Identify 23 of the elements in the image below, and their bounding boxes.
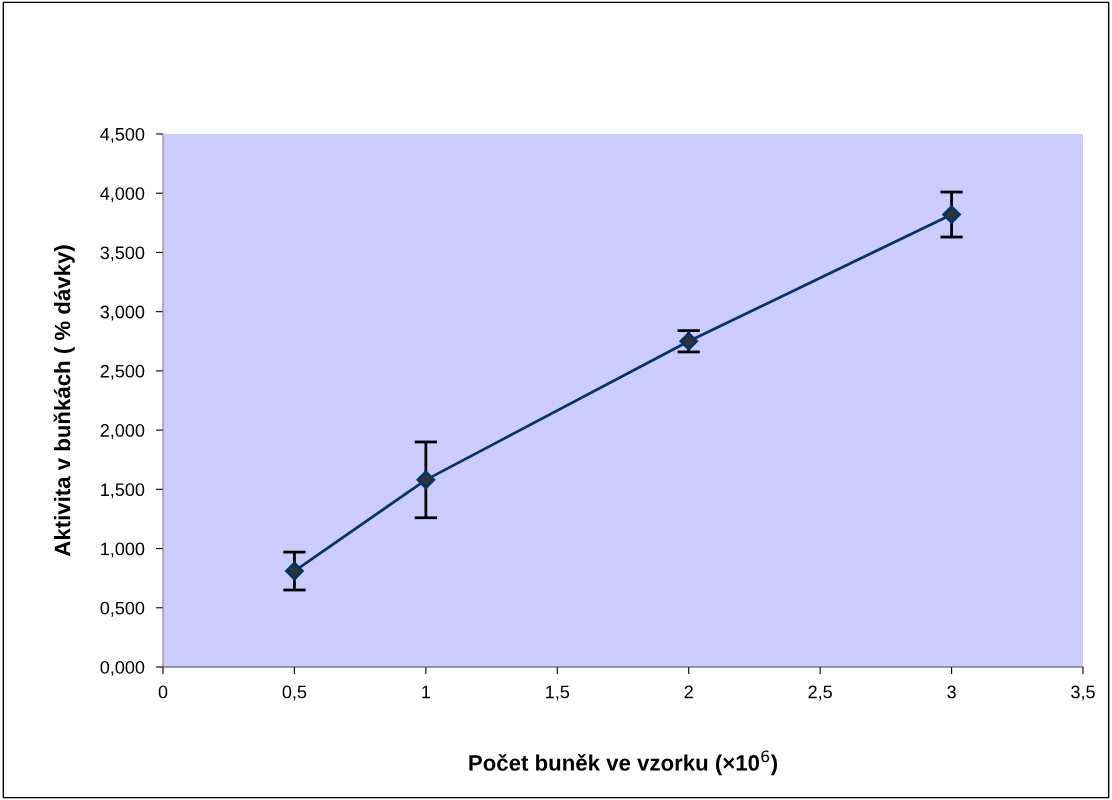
y-tick-label: 3,000: [100, 305, 145, 321]
y-tick-label: 2,500: [100, 364, 145, 380]
x-tick-label: 0,5: [282, 685, 307, 701]
x-tick-label: 1,5: [546, 685, 570, 701]
y-tick-label: 1,000: [101, 542, 145, 558]
point: [942, 205, 961, 224]
x-tick-label: 2: [684, 685, 693, 699]
x-tick-label: 3: [947, 685, 956, 699]
x-tick-label: 0: [158, 685, 168, 699]
y-tick-label: 4,000: [100, 187, 145, 203]
y-tick-label: 3,500: [100, 246, 145, 262]
y-tick-label: 0,000: [100, 660, 145, 676]
x-tick-label: 3,5: [1071, 685, 1095, 701]
point: [285, 561, 304, 581]
x-axis-title: Počet buněk ve vzorku (×10$^{6}$): [469, 750, 777, 776]
y-tick-label: 1,500: [101, 483, 145, 499]
y-tick-label: 0,500: [100, 601, 145, 617]
point: [416, 470, 436, 490]
y-tick-label: 2,000: [100, 424, 145, 439]
y-axis-title: Aktivita v buňkách ( % dávky): [53, 245, 75, 557]
x-tick-label: 2,5: [808, 685, 832, 701]
x-tick-label: 1: [422, 685, 430, 699]
y-tick-label: 4,500: [100, 127, 145, 143]
